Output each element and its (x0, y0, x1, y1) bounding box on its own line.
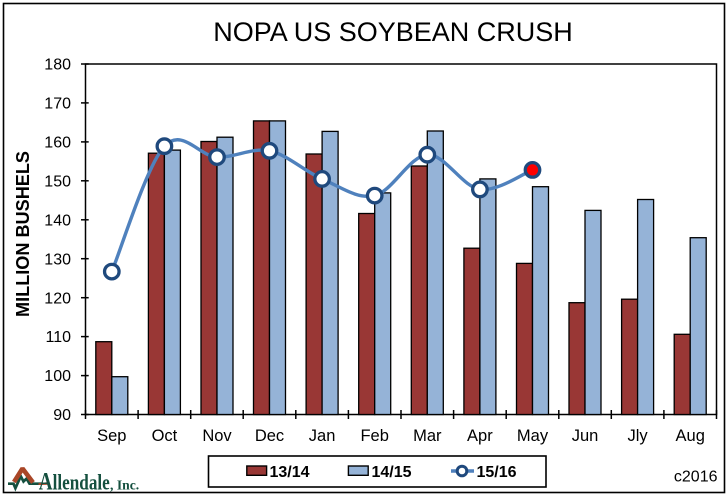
svg-text:Jan: Jan (309, 427, 336, 445)
svg-text:14/15: 14/15 (372, 464, 412, 481)
svg-text:160: 160 (44, 135, 71, 152)
svg-text:90: 90 (53, 407, 71, 424)
svg-text:Oct: Oct (152, 427, 178, 445)
svg-text:NOPA US SOYBEAN CRUSH: NOPA US SOYBEAN CRUSH (213, 17, 573, 47)
svg-text:150: 150 (44, 173, 71, 190)
svg-text:Sep: Sep (97, 427, 126, 445)
svg-text:, Inc.: , Inc. (110, 478, 139, 493)
svg-text:May: May (517, 427, 549, 445)
svg-text:170: 170 (44, 96, 71, 113)
svg-text:120: 120 (44, 290, 71, 307)
svg-text:Dec: Dec (255, 427, 284, 445)
svg-text:MILLION BUSHELS: MILLION BUSHELS (13, 151, 33, 317)
svg-text:13/14: 13/14 (270, 464, 310, 481)
svg-text:Jun: Jun (572, 427, 599, 445)
svg-text:Apr: Apr (467, 427, 493, 445)
svg-text:Aug: Aug (676, 427, 705, 445)
svg-text:Mar: Mar (413, 427, 442, 445)
svg-text:140: 140 (44, 212, 71, 229)
svg-text:Feb: Feb (360, 427, 388, 445)
svg-text:llendale: llendale (53, 470, 110, 495)
svg-text:110: 110 (45, 329, 71, 346)
svg-text:Nov: Nov (202, 427, 232, 445)
svg-text:100: 100 (44, 368, 71, 385)
svg-text:130: 130 (44, 251, 71, 268)
svg-text:180: 180 (44, 57, 71, 74)
svg-text:A: A (39, 467, 53, 496)
svg-text:c2016: c2016 (674, 469, 718, 486)
svg-text:15/16: 15/16 (477, 464, 517, 481)
svg-text:Jly: Jly (628, 427, 649, 445)
